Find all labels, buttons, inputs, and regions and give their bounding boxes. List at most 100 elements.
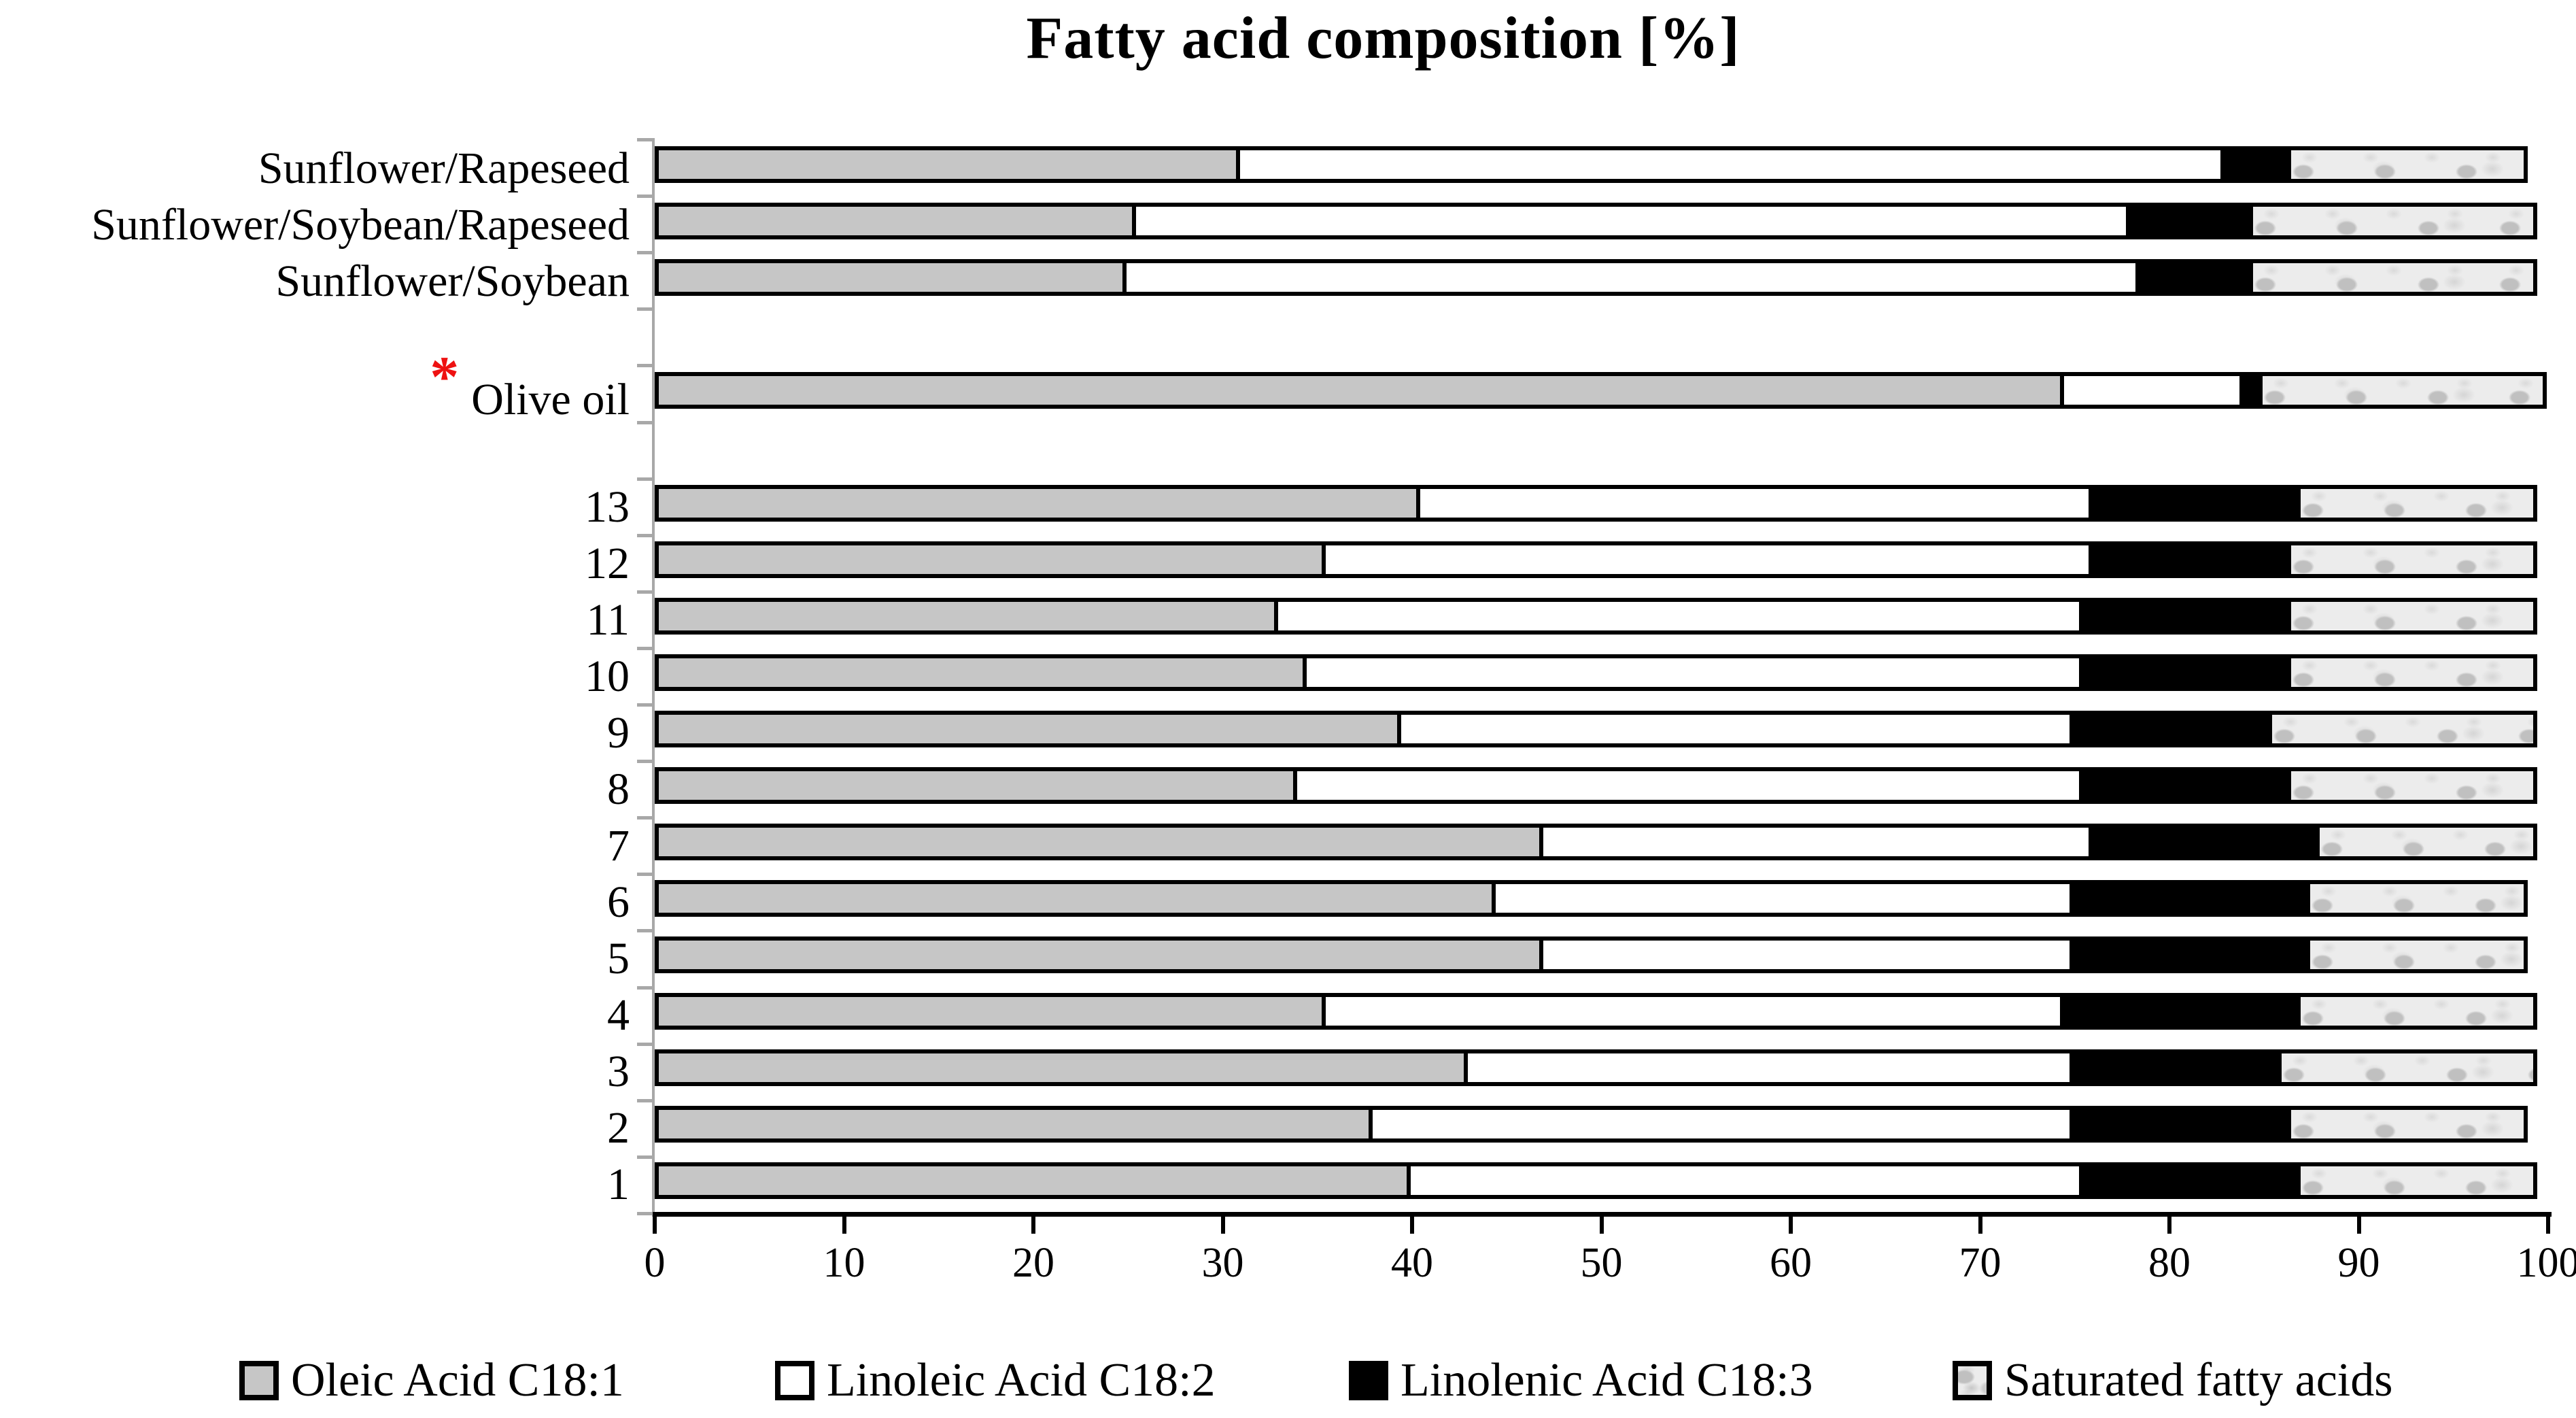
bar-segment-oleic: [659, 376, 2060, 405]
bar-segment-oleic: [659, 715, 1398, 743]
y-axis-tick: [637, 1155, 653, 1159]
x-axis-tick-label: 80: [2148, 1240, 2191, 1286]
bar-segment-saturated: [2286, 1110, 2524, 1138]
category-label-text: 13: [585, 482, 630, 532]
bar-segment-saturated: [2278, 1053, 2533, 1082]
bar-segment-linoleic: [1122, 263, 2136, 292]
bar-segment-saturated: [2286, 771, 2533, 800]
bar-row: [655, 824, 2537, 860]
x-axis-tick-label: 60: [1770, 1240, 1812, 1286]
bar-segment-linolenic: [2069, 1110, 2287, 1138]
bar-segment-saturated: [2305, 941, 2524, 969]
legend-swatch-oleic: [239, 1361, 279, 1400]
category-label-text: 8: [607, 764, 630, 814]
legend-label: Saturated fatty acids: [2004, 1354, 2393, 1406]
y-axis-tick: [637, 1098, 653, 1102]
bar-segment-oleic: [659, 658, 1303, 687]
category-label: 9: [0, 703, 630, 764]
bar-segment-linolenic: [2078, 1166, 2297, 1195]
bar-row: [655, 1162, 2537, 1199]
category-label-text: Sunflower/Rapeseed: [258, 144, 630, 193]
bar-segment-saturated: [2249, 263, 2534, 292]
category-label: 11: [0, 590, 630, 651]
legend-label: Linoleic Acid C18:2: [827, 1354, 1216, 1406]
x-axis-tick-label: 10: [823, 1240, 865, 1286]
legend-swatch-linolenic: [1349, 1361, 1388, 1400]
y-axis-tick: [637, 533, 653, 537]
category-label-text: Sunflower/Soybean: [275, 256, 630, 306]
category-label: 12: [0, 533, 630, 594]
bar-segment-linolenic: [2078, 771, 2287, 800]
bar-row: [655, 203, 2537, 239]
bar-segment-linoleic: [1274, 602, 2079, 630]
bar-segment-saturated: [2305, 884, 2524, 913]
x-axis-tick-label: 20: [1012, 1240, 1054, 1286]
category-label: 7: [0, 815, 630, 877]
legend-item-oleic: Oleic Acid C18:1: [239, 1345, 624, 1416]
bar-segment-saturated: [2315, 828, 2533, 856]
bar-segment-saturated: [2296, 997, 2533, 1026]
y-axis-tick: [637, 251, 653, 255]
bar-segment-linolenic: [2088, 545, 2287, 574]
category-label: Sunflower/Soybean: [0, 251, 630, 312]
bar-segment-linolenic: [2069, 715, 2269, 743]
bar-segment-linolenic: [2088, 828, 2316, 856]
x-axis-tick: [1410, 1212, 1414, 1234]
bar-row: [655, 654, 2537, 691]
bar-row: [655, 541, 2537, 578]
bar-row: [655, 993, 2537, 1030]
bar-segment-oleic: [659, 602, 1275, 630]
category-label-text: 12: [585, 539, 630, 588]
bar-segment-linoleic: [1236, 150, 2221, 179]
x-axis-tick-label: 100: [2516, 1240, 2576, 1286]
category-label-text: 2: [607, 1103, 630, 1153]
category-label: 10: [0, 646, 630, 707]
x-axis-tick: [2356, 1212, 2361, 1234]
bar-segment-saturated: [2286, 602, 2533, 630]
bar-row: [655, 598, 2537, 635]
category-label-text: 3: [607, 1047, 630, 1096]
bar-row: [655, 372, 2547, 409]
bar-segment-linoleic: [1492, 884, 2070, 913]
legend-item-linolenic: Linolenic Acid C18:3: [1349, 1345, 1813, 1416]
bar-segment-saturated: [2286, 545, 2533, 574]
legend-swatch-saturated: [1953, 1361, 1992, 1400]
category-label-text: 5: [607, 934, 630, 983]
bar-segment-linoleic: [1132, 207, 2127, 235]
bar-row: [655, 1106, 2528, 1143]
bar-segment-linolenic: [2135, 263, 2250, 292]
category-label-text: 9: [607, 708, 630, 758]
x-axis-tick-label: 50: [1580, 1240, 1623, 1286]
bar-segment-saturated: [2286, 150, 2524, 179]
category-label: 5: [0, 928, 630, 990]
category-label-text: 4: [607, 990, 630, 1040]
x-axis-tick-label: 40: [1391, 1240, 1433, 1286]
category-label: 1: [0, 1154, 630, 1215]
x-axis-tick: [2546, 1212, 2550, 1234]
y-axis-tick: [637, 195, 653, 199]
bar-segment-linoleic: [1321, 545, 2089, 574]
category-label-text: 7: [607, 821, 630, 871]
x-axis-tick: [1599, 1212, 1604, 1234]
x-axis-tick: [1978, 1212, 1982, 1234]
y-axis-tick: [637, 873, 653, 877]
x-axis-tick: [842, 1212, 846, 1234]
bar-segment-linoleic: [1397, 715, 2070, 743]
bar-segment-linoleic: [1539, 828, 2089, 856]
bar-segment-oleic: [659, 263, 1123, 292]
bar-segment-linolenic: [2078, 658, 2287, 687]
x-axis-tick: [653, 1212, 657, 1234]
y-axis-tick: [637, 590, 653, 594]
bar-segment-saturated: [2296, 1166, 2533, 1195]
category-label-text: Sunflower/Soybean/Rapeseed: [91, 200, 630, 250]
bar-segment-oleic: [659, 1166, 1407, 1195]
y-axis-tick: [637, 1212, 653, 1215]
bar-segment-saturated: [2259, 376, 2543, 405]
bar-row: [655, 485, 2537, 522]
bar-segment-oleic: [659, 771, 1293, 800]
legend-swatch-linoleic: [775, 1361, 814, 1400]
bar-row: [655, 146, 2528, 183]
bar-segment-oleic: [659, 1110, 1369, 1138]
legend-label: Oleic Acid C18:1: [291, 1354, 624, 1406]
